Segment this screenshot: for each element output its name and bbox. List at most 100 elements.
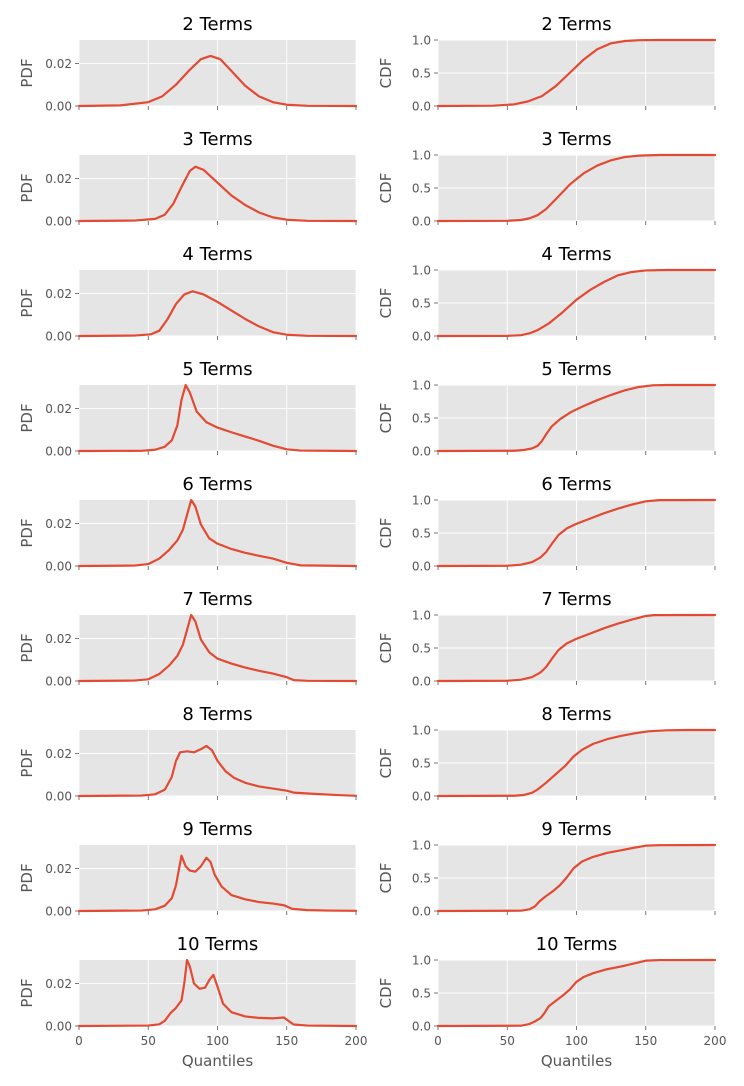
pdf-10-terms-y-tick-label: 0.00 <box>45 1020 72 1034</box>
pdf-6-terms-title: 6 Terms <box>182 474 252 495</box>
cdf-9-terms-subplot: 0.0 0.5 1.0 CDF 9 Terms <box>377 819 717 919</box>
pdf-5-terms-y-tick-label: 0.02 <box>45 402 72 416</box>
pdf-8-terms-series-line <box>77 744 358 798</box>
cdf-5-terms-subplot: 0.0 0.5 1.0 CDF 5 Terms <box>377 359 717 459</box>
pdf-8-terms-y-axis-label: PDF <box>18 748 36 777</box>
cdf-6-terms-series-line <box>436 498 717 568</box>
cdf-3-terms-series-line <box>436 153 717 223</box>
pdf-8-terms-y-tick-label: 0.00 <box>45 790 72 804</box>
cdf-8-terms-y-axis-label: CDF <box>377 748 395 779</box>
cdf-10-terms-x-tick-label: 0 <box>434 1034 442 1048</box>
cdf-6-terms-y-tick-label: 1.0 <box>412 494 431 508</box>
cdf-2-terms-y-tick-label: 1.0 <box>412 34 431 48</box>
cdf-5-terms-y-tick-label: 1.0 <box>412 379 431 393</box>
cdf-6-terms-y-tick-label: 0.5 <box>412 527 431 541</box>
cdf-8-terms-y-tick-label: 1.0 <box>412 724 431 738</box>
cdf-4-terms-y-axis-label: CDF <box>377 288 395 319</box>
pdf-10-terms-x-tick-label: 100 <box>206 1034 229 1048</box>
cdf-7-terms-y-axis-label: CDF <box>377 633 395 664</box>
cdf-7-terms-y-tick-label: 1.0 <box>412 609 431 623</box>
cdf-7-terms-y-tick-label: 0.5 <box>412 642 431 656</box>
cdf-10-terms-x-tick-label: 150 <box>634 1034 657 1048</box>
cdf-2-terms-y-tick-label: 0.5 <box>412 67 431 81</box>
pdf-2-terms-subplot: 0.00 0.02 PDF 2 Terms <box>18 14 358 114</box>
cdf-10-terms-x-tick-label: 200 <box>704 1034 727 1048</box>
pdf-10-terms-subplot: 0.00 0.02 PDF 10 Terms 0 50 100 150 200 Quantiles <box>18 934 367 1070</box>
cdf-4-terms-y-tick-label: 0.0 <box>412 330 431 344</box>
cdf-5-terms-y-tick-label: 0.0 <box>412 445 431 459</box>
cdf-5-terms-y-axis-label: CDF <box>377 403 395 434</box>
pdf-4-terms-title: 4 Terms <box>182 244 252 265</box>
cdf-10-terms-x-tick-label: 100 <box>565 1034 588 1048</box>
pdf-2-terms-series-line <box>77 54 358 108</box>
cdf-6-terms-subplot: 0.0 0.5 1.0 CDF 6 Terms <box>377 474 717 574</box>
pdf-7-terms-subplot: 0.00 0.02 PDF 7 Terms <box>18 589 358 689</box>
cdf-10-terms-series-line <box>436 958 717 1028</box>
pdf-7-terms-y-axis-label: PDF <box>18 633 36 662</box>
pdf-8-terms-y-tick-label: 0.02 <box>45 747 72 761</box>
cdf-5-terms-y-tick-label: 0.5 <box>412 412 431 426</box>
pdf-9-terms-series-line <box>77 854 358 913</box>
pdf-10-terms-x-tick-label: 0 <box>75 1034 83 1048</box>
pdf-7-terms-series-line <box>77 613 358 683</box>
cdf-9-terms-y-tick-label: 0.5 <box>412 872 431 886</box>
pdf-6-terms-y-tick-label: 0.00 <box>45 560 72 574</box>
cdf-2-terms-y-axis-label: CDF <box>377 58 395 89</box>
pdf-4-terms-y-tick-label: 0.02 <box>45 287 72 301</box>
pdf-5-terms-title: 5 Terms <box>182 359 252 380</box>
cdf-2-terms-title: 2 Terms <box>541 14 611 35</box>
pdf-9-terms-y-tick-label: 0.00 <box>45 905 72 919</box>
cdf-7-terms-subplot: 0.0 0.5 1.0 CDF 7 Terms <box>377 589 717 689</box>
pdf-3-terms-y-tick-label: 0.00 <box>45 215 72 229</box>
pdf-7-terms-y-tick-label: 0.00 <box>45 675 72 689</box>
pdf-4-terms-series-line <box>77 290 358 338</box>
cdf-4-terms-series-line <box>436 268 717 338</box>
cdf-10-terms-y-tick-label: 1.0 <box>412 954 431 968</box>
cdf-10-terms-title: 10 Terms <box>536 934 618 955</box>
cdf-8-terms-y-tick-label: 0.0 <box>412 790 431 804</box>
pdf-2-terms-title: 2 Terms <box>182 14 252 35</box>
cdf-9-terms-title: 9 Terms <box>541 819 611 840</box>
cdf-5-terms-title: 5 Terms <box>541 359 611 380</box>
pdf-6-terms-subplot: 0.00 0.02 PDF 6 Terms <box>18 474 358 574</box>
cdf-4-terms-title: 4 Terms <box>541 244 611 265</box>
pdf-6-terms-y-axis-label: PDF <box>18 518 36 547</box>
pdf-9-terms-subplot: 0.00 0.02 PDF 9 Terms <box>18 819 358 919</box>
pdf-10-terms-x-tick-label: 150 <box>275 1034 298 1048</box>
cdf-8-terms-title: 8 Terms <box>541 704 611 725</box>
pdf-2-terms-y-axis-label: PDF <box>18 58 36 87</box>
cdf-7-terms-series-line <box>436 613 717 683</box>
cdf-3-terms-subplot: 0.0 0.5 1.0 CDF 3 Terms <box>377 129 717 229</box>
cdf-10-terms-subplot: 0.0 0.5 1.0 CDF 10 Terms 0 50 100 150 200 Quantile… <box>377 934 726 1070</box>
cdf-3-terms-y-axis-label: CDF <box>377 173 395 204</box>
pdf-10-terms-y-axis-label: PDF <box>18 978 36 1007</box>
cdf-3-terms-y-tick-label: 1.0 <box>412 149 431 163</box>
pdf-4-terms-y-axis-label: PDF <box>18 288 36 317</box>
cdf-10-terms-y-tick-label: 0.5 <box>412 987 431 1001</box>
cdf-9-terms-y-axis-label: CDF <box>377 863 395 894</box>
pdf-4-terms-y-tick-label: 0.00 <box>45 330 72 344</box>
cdf-2-terms-series-line <box>436 38 717 108</box>
cdf-8-terms-y-tick-label: 0.5 <box>412 757 431 771</box>
cdf-6-terms-y-axis-label: CDF <box>377 518 395 549</box>
pdf-7-terms-title: 7 Terms <box>182 589 252 610</box>
pdf-10-terms-series-line <box>77 958 358 1028</box>
cdf-9-terms-y-tick-label: 0.0 <box>412 905 431 919</box>
cdf-4-terms-subplot: 0.0 0.5 1.0 CDF 4 Terms <box>377 244 717 344</box>
pdf-3-terms-y-tick-label: 0.02 <box>45 172 72 186</box>
cdf-10-terms-x-tick-label: 50 <box>500 1034 515 1048</box>
pdf-3-terms-title: 3 Terms <box>182 129 252 150</box>
cdf-2-terms-y-tick-label: 0.0 <box>412 100 431 114</box>
pdf-10-terms-x-tick-label: 50 <box>141 1034 156 1048</box>
pdf-10-terms-y-tick-label: 0.02 <box>45 977 72 991</box>
pdf-5-terms-subplot: 0.00 0.02 PDF 5 Terms <box>18 359 358 459</box>
cdf-7-terms-title: 7 Terms <box>541 589 611 610</box>
cdf-4-terms-y-tick-label: 0.5 <box>412 297 431 311</box>
pdf-4-terms-subplot: 0.00 0.02 PDF 4 Terms <box>18 244 358 344</box>
pdf-9-terms-y-axis-label: PDF <box>18 863 36 892</box>
pdf-10-terms-x-tick-label: 200 <box>345 1034 368 1048</box>
pdf-10-terms-x-axis-label: Quantiles <box>182 1052 253 1070</box>
cdf-10-terms-x-axis-label: Quantiles <box>541 1052 612 1070</box>
cdf-10-terms-y-axis-label: CDF <box>377 978 395 1009</box>
